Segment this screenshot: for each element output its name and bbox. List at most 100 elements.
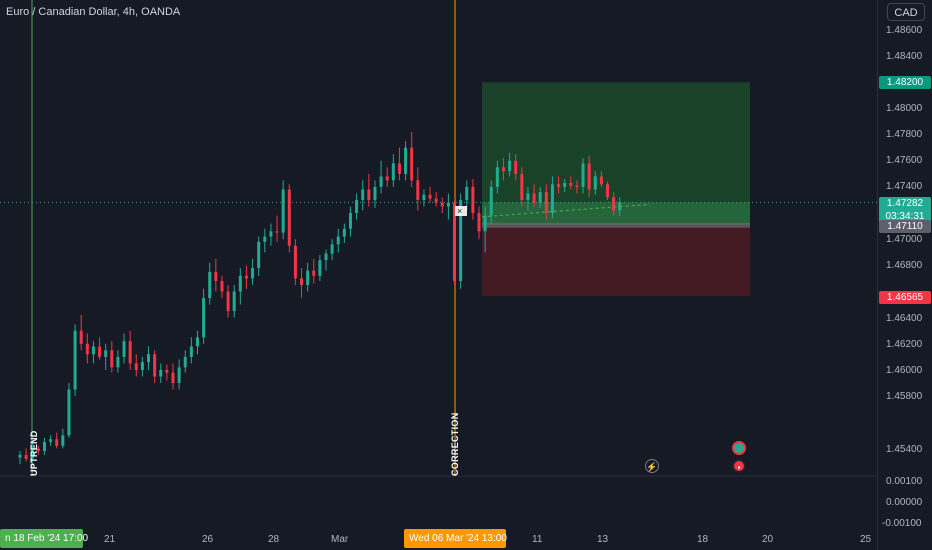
red-calendar-icon[interactable]: ▪ [732,459,746,473]
candle-body [563,182,567,187]
candle-body [330,244,334,254]
candle-body [153,354,157,377]
candle-body [612,197,616,211]
candle-body [453,202,457,282]
currency-button[interactable]: CAD [887,3,925,21]
price-tick: 1.48000 [886,103,923,114]
time-tick: 13 [597,534,609,545]
candle-body [238,275,242,292]
candle-body [312,270,316,276]
candle-body [440,202,444,207]
candle-body [593,176,597,190]
bar-countdown: 03:34:31 [885,211,925,222]
chart-title: Euro / Canadian Dollar, 4h, OANDA [6,6,181,18]
candle-body [391,163,395,181]
candle-body [489,186,493,216]
candle-body [324,253,328,261]
correction-label: CORRECTION [450,412,460,477]
candle-body [104,350,108,357]
candle-body [599,176,603,185]
candle-body [361,189,365,200]
candle-body [165,369,169,373]
candle-body [140,362,144,370]
candle-body [110,350,114,368]
price-tick: 1.48400 [886,51,923,62]
price-tick: 1.47800 [886,129,923,140]
price-tick: 1.47000 [886,234,923,245]
chart-area[interactable]: × Euro / Canadian Dollar, 4h, OANDA UPTR… [0,0,877,550]
green-circle-icon[interactable] [732,441,746,455]
candle-body [532,193,536,203]
price-tick: 1.46800 [886,260,923,271]
candle-body [538,192,542,203]
candle-body [287,189,291,246]
candle-body [67,389,71,436]
time-tick: 11 [532,534,543,545]
uptrend-label: UPTREND [29,430,39,476]
candle-body [226,291,230,312]
candle-body [220,281,224,292]
candle-body [281,189,285,233]
candle-body [85,343,89,355]
candle-body [195,337,199,347]
candle-body [122,341,126,357]
candle-body [544,192,548,214]
price-tick: 1.47600 [886,155,923,166]
candle-body [208,271,212,299]
candle-body [336,236,340,245]
candle-body [159,369,163,377]
candle-body [459,199,463,282]
indicator-tick: -0.00100 [882,518,922,529]
candle-body [355,199,359,214]
candle-body [300,278,304,285]
candle-body [373,186,377,200]
candle-body [147,354,151,363]
close-marker-glyph: × [457,206,462,216]
candle-body [263,236,267,242]
candle-body [581,163,585,187]
time-tick: 18 [697,534,709,545]
candle-body [587,163,591,190]
candle-body [367,189,371,200]
candle-body [275,231,279,233]
candle-body [550,184,554,214]
candle-body [30,448,34,459]
candle-body [342,228,346,237]
candle-body [171,372,175,384]
candle-body [134,363,138,370]
profit-zone [482,82,750,225]
price-tick: 1.48600 [886,25,923,36]
candle-body [385,176,389,181]
candle-body [306,270,310,285]
candle-body [471,186,475,214]
candle-body [557,184,561,187]
time-tick: 20 [762,534,774,545]
candle-body [183,356,187,368]
candle-body [61,435,65,446]
candle-body [55,439,59,446]
candle-body [422,194,426,200]
uptrend-time-tag: n 18 Feb '24 17:00 [0,529,88,548]
price-chart[interactable]: × [0,0,877,550]
candle-body [501,167,505,172]
entry-tag: 1.47110 [879,220,931,233]
candle-body [91,346,95,355]
candle-body [202,298,206,338]
candle-body [483,215,487,232]
indicator-tick: 0.00100 [886,476,923,487]
close-marker-icon [455,206,467,216]
candle-body [257,241,261,268]
candle-body [348,213,352,229]
price-scale[interactable] [877,0,932,550]
lightning-icon[interactable]: ⚡ [645,459,659,473]
open-profit-zone [482,202,750,225]
current-price-tag: 1.47282 03:34:31 [879,197,931,223]
candle-body [269,231,273,237]
candle-body [318,260,322,276]
candle-body [465,186,469,200]
candle-body [477,213,481,232]
price-tick: 1.46200 [886,339,923,350]
candle-body [520,173,524,200]
candle-body [232,291,236,312]
price-tick: 1.45800 [886,391,923,402]
